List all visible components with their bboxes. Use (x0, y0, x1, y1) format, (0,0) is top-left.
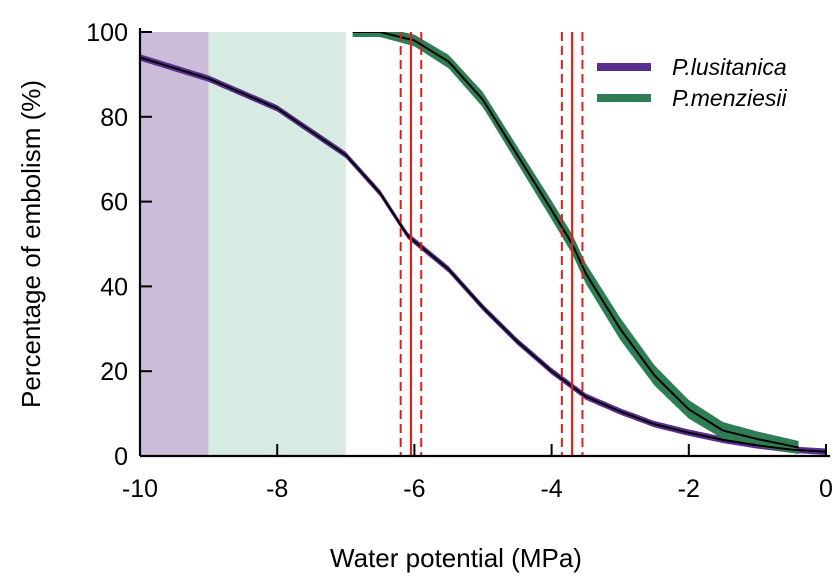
y-tick-label: 60 (100, 189, 128, 217)
legend-label: P.menziesii (672, 85, 788, 111)
y-tick-label: 100 (86, 19, 128, 47)
x-tick-label: -6 (403, 475, 425, 503)
band-pmenziesii (352, 32, 799, 455)
y-tick-label: 40 (100, 273, 128, 301)
shaded-regions (140, 32, 346, 456)
y-tick-label: 20 (100, 358, 128, 386)
line-pmenziesii (352, 32, 799, 449)
x-tick-label: -4 (540, 475, 562, 503)
shaded-region-1 (140, 32, 209, 456)
x-axis-title: Water potential (MPa) (330, 543, 582, 573)
x-tick-label: -8 (266, 475, 288, 503)
legend-label: P.lusitanica (672, 54, 787, 80)
y-tick-label: 80 (100, 104, 128, 132)
axes: -10 -8 -6 -4 -2 0 0 20 40 60 80 100 (86, 19, 833, 503)
confidence-bands (140, 32, 826, 455)
curve-lines (140, 32, 826, 453)
shaded-region-2 (208, 32, 346, 456)
x-tick-label: -2 (678, 475, 700, 503)
legend: P.lusitanica P.menziesii (597, 54, 788, 111)
line-plusitanica (140, 56, 826, 453)
y-axis-title: Percentage of embolism (%) (16, 80, 46, 408)
x-tick-label: -10 (122, 475, 158, 503)
x-tick-label: 0 (819, 475, 833, 503)
p50-lines (399, 32, 584, 456)
y-tick-label: 0 (114, 443, 128, 471)
